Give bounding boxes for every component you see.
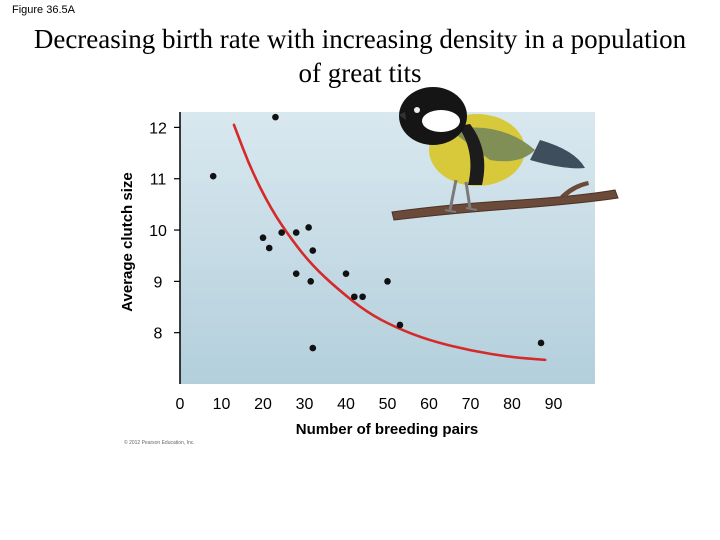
x-tick-label: 70 xyxy=(462,396,480,413)
copyright-note: © 2012 Pearson Education, Inc. xyxy=(124,440,195,446)
data-point xyxy=(278,229,285,236)
data-point xyxy=(292,270,300,277)
y-tick-label: 11 xyxy=(150,172,167,189)
data-point xyxy=(259,234,267,242)
x-tick-label: 80 xyxy=(503,396,521,413)
x-axis-label: Number of breeding pairs xyxy=(296,421,479,438)
data-point xyxy=(305,224,312,231)
data-point xyxy=(342,270,350,277)
data-point xyxy=(309,247,317,254)
slide-title: Decreasing birth rate with increasing de… xyxy=(0,22,720,90)
x-tick-label: 10 xyxy=(213,396,231,413)
y-tick-label: 9 xyxy=(154,274,163,291)
data-point xyxy=(265,244,273,252)
x-tick-label: 50 xyxy=(379,396,397,413)
x-tick-label: 90 xyxy=(545,396,563,413)
x-tick-label: 60 xyxy=(420,396,438,413)
plot-background xyxy=(180,112,595,384)
data-point xyxy=(292,229,300,236)
trend-curve xyxy=(232,123,547,362)
y-tick-label: 8 xyxy=(154,326,163,343)
y-axis-label: Average clutch size xyxy=(119,172,136,312)
title-line-2: of great tits xyxy=(298,58,422,88)
data-point xyxy=(272,113,279,121)
data-point xyxy=(359,293,366,301)
data-point xyxy=(351,293,358,301)
x-tick-label: 30 xyxy=(296,396,314,413)
data-point xyxy=(307,278,315,285)
data-point xyxy=(209,172,217,180)
x-tick-label: 0 xyxy=(176,396,185,413)
data-point xyxy=(396,321,404,329)
x-tick-label: 20 xyxy=(254,396,272,413)
great-tit-illustration xyxy=(391,87,619,221)
y-tick-label: 10 xyxy=(149,223,167,240)
figure-label: Figure 36.5A xyxy=(12,4,75,16)
y-tick-label: 12 xyxy=(149,120,167,137)
data-point xyxy=(537,339,545,347)
data-point xyxy=(309,344,317,352)
data-point xyxy=(384,278,391,285)
title-line-1: Decreasing birth rate with increasing de… xyxy=(33,24,687,54)
x-tick-label: 40 xyxy=(337,396,355,413)
